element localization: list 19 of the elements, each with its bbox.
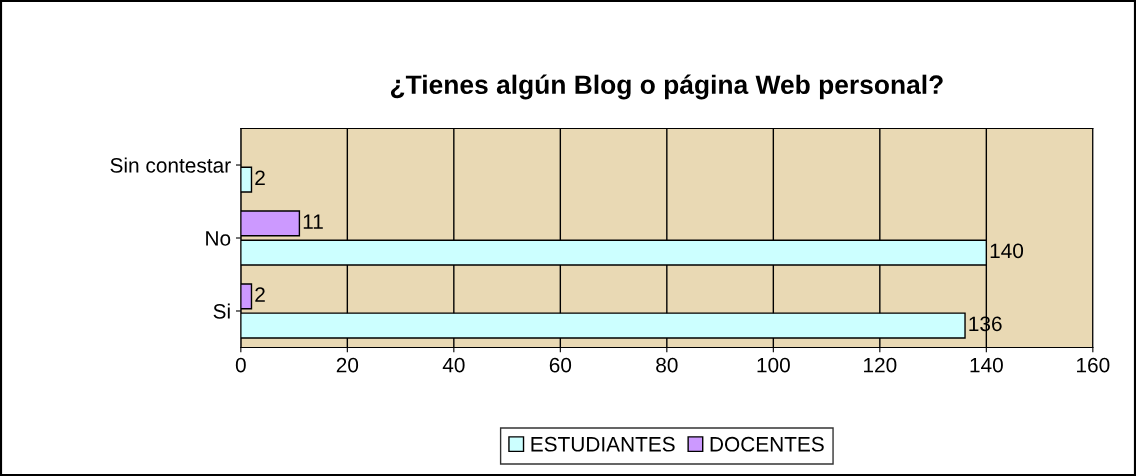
x-tick-label: 0 <box>235 357 246 373</box>
x-tick-label: 80 <box>656 357 678 373</box>
x-tick-label: 140 <box>970 357 1003 373</box>
y-tick-label: No <box>206 231 231 246</box>
y-tick-label: Si <box>213 303 230 319</box>
legend-label: DOCENTES <box>710 436 824 452</box>
data-label: 2 <box>255 287 265 302</box>
x-tick-label: 40 <box>442 357 465 373</box>
x-tick-label: 60 <box>549 357 572 373</box>
data-label: 11 <box>303 214 323 229</box>
chart-title: ¿Tienes algún Blog o página Web personal? <box>390 74 943 100</box>
data-label: 2 <box>255 170 265 185</box>
x-tick-label: 100 <box>757 357 790 373</box>
x-tick-label: 20 <box>336 357 359 373</box>
data-label: 140 <box>990 243 1024 259</box>
legend-label: ESTUDIANTES <box>531 436 675 452</box>
y-tick-label: Sin contestar <box>110 157 231 173</box>
x-tick-label: 160 <box>1077 357 1110 373</box>
x-tick-label: 120 <box>864 357 897 373</box>
